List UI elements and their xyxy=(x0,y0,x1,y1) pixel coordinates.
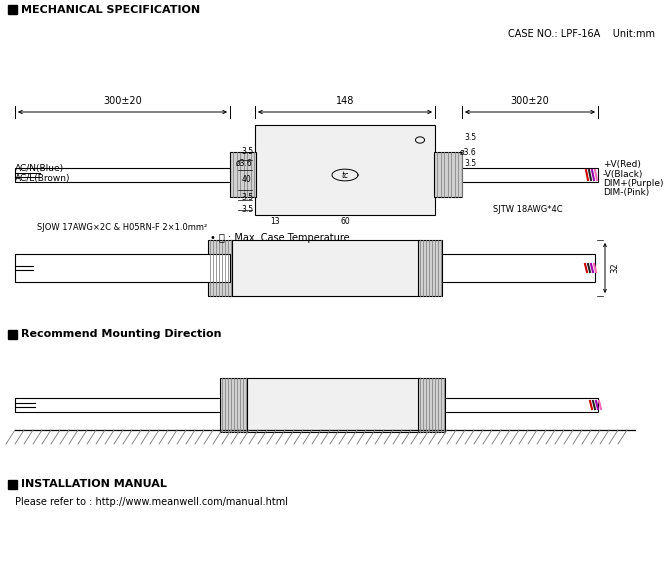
Text: ø3.6: ø3.6 xyxy=(236,158,253,168)
Text: 148: 148 xyxy=(336,96,354,106)
Bar xyxy=(15,254,230,282)
Text: 3.5: 3.5 xyxy=(241,193,253,202)
Bar xyxy=(230,152,256,197)
Text: 3.5: 3.5 xyxy=(464,158,476,168)
Text: 300±20: 300±20 xyxy=(103,96,142,106)
Bar xyxy=(245,378,420,432)
Text: 3.5: 3.5 xyxy=(241,206,253,215)
Text: +V(Red): +V(Red) xyxy=(603,161,641,169)
Bar xyxy=(230,240,420,296)
Bar xyxy=(418,240,442,296)
Bar xyxy=(462,168,598,182)
Bar xyxy=(445,398,598,412)
Bar xyxy=(208,240,232,296)
Bar xyxy=(8,330,17,339)
Text: -V(Black): -V(Black) xyxy=(603,169,643,178)
Text: 13: 13 xyxy=(270,218,280,227)
Text: 40: 40 xyxy=(242,176,252,185)
Bar xyxy=(434,152,462,197)
Text: • Ⓣ : Max. Case Temperature: • Ⓣ : Max. Case Temperature xyxy=(210,233,350,243)
Text: DIM+(Purple): DIM+(Purple) xyxy=(603,178,663,187)
Bar xyxy=(15,168,230,182)
Text: SJTW 18AWG*4C: SJTW 18AWG*4C xyxy=(493,204,563,214)
Bar xyxy=(15,398,220,412)
Bar xyxy=(8,5,17,14)
Text: AC/N(Blue): AC/N(Blue) xyxy=(15,164,64,173)
Bar xyxy=(8,480,17,489)
Text: 3.5: 3.5 xyxy=(464,133,476,143)
Text: SJOW 17AWG×2C & H05RN-F 2×1.0mm²: SJOW 17AWG×2C & H05RN-F 2×1.0mm² xyxy=(37,223,207,232)
Text: DIM-(Pink): DIM-(Pink) xyxy=(603,187,649,197)
Text: 300±20: 300±20 xyxy=(511,96,549,106)
Text: INSTALLATION MANUAL: INSTALLATION MANUAL xyxy=(21,479,167,489)
Text: AC/L(Brown): AC/L(Brown) xyxy=(15,174,70,183)
Text: 3.5: 3.5 xyxy=(241,148,253,157)
Text: tc: tc xyxy=(342,170,348,179)
Bar xyxy=(220,378,247,432)
Text: 60: 60 xyxy=(340,218,350,227)
Text: CASE NO.: LPF-16A    Unit:mm: CASE NO.: LPF-16A Unit:mm xyxy=(508,29,655,39)
Text: Recommend Mounting Direction: Recommend Mounting Direction xyxy=(21,329,222,339)
Text: 32: 32 xyxy=(610,262,619,273)
Bar xyxy=(255,125,435,215)
Bar xyxy=(418,378,445,432)
Bar xyxy=(442,254,595,282)
Text: ø3.6: ø3.6 xyxy=(460,148,476,157)
Text: Please refer to : http://www.meanwell.com/manual.html: Please refer to : http://www.meanwell.co… xyxy=(15,497,288,507)
Text: MECHANICAL SPECIFICATION: MECHANICAL SPECIFICATION xyxy=(21,5,200,15)
